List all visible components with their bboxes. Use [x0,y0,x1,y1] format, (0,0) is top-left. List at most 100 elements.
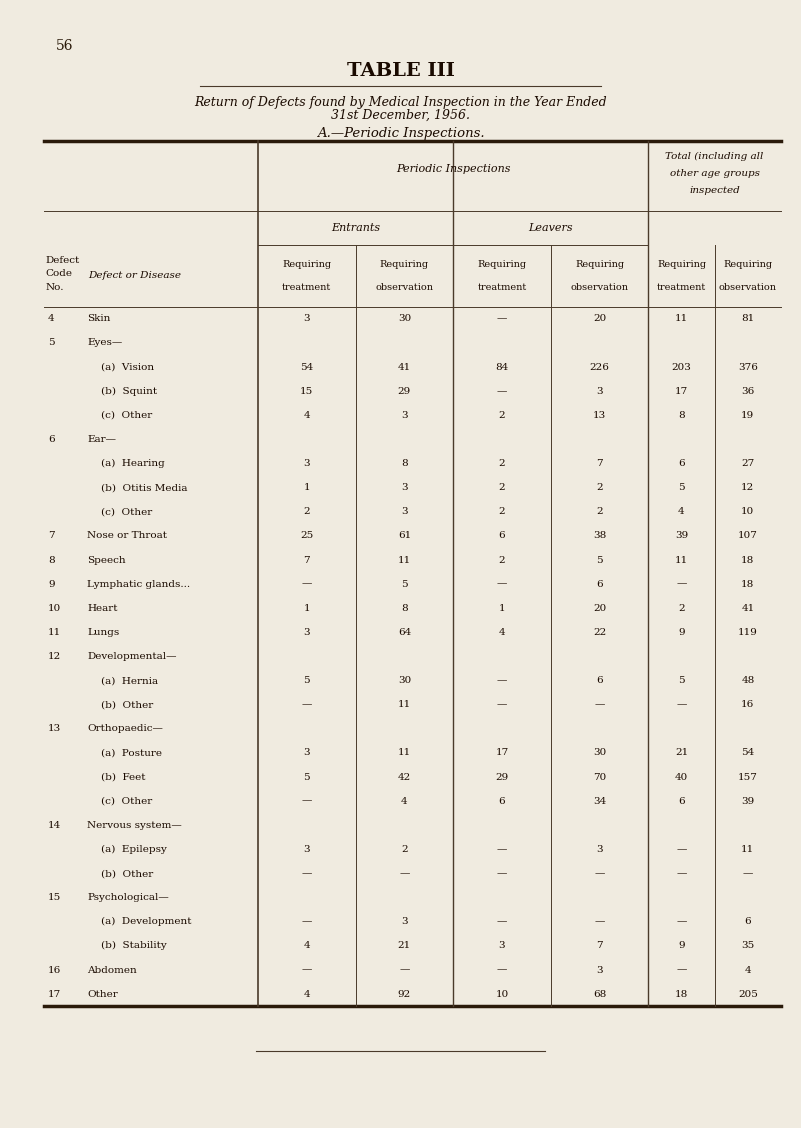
Text: 4: 4 [48,315,54,324]
Text: 107: 107 [738,531,758,540]
Text: Skin: Skin [87,315,111,324]
Text: 39: 39 [741,796,755,805]
Text: Nose or Throat: Nose or Throat [87,531,167,540]
Text: 41: 41 [398,362,411,371]
Text: 3: 3 [401,411,408,420]
Text: Requiring: Requiring [657,261,706,268]
Text: —: — [497,845,507,854]
Text: 27: 27 [741,459,755,468]
Text: 7: 7 [597,459,603,468]
Text: 16: 16 [48,966,62,975]
Text: 1: 1 [304,603,310,613]
Text: 3: 3 [304,628,310,637]
Text: 20: 20 [593,603,606,613]
Text: 48: 48 [741,676,755,685]
Text: —: — [302,580,312,589]
Text: 7: 7 [597,942,603,951]
Text: —: — [743,869,753,878]
Text: —: — [497,917,507,926]
Text: 6: 6 [499,531,505,540]
Text: 3: 3 [597,845,603,854]
Text: 7: 7 [48,531,54,540]
Text: 4: 4 [304,942,310,951]
Text: 4: 4 [304,989,310,998]
Text: Leavers: Leavers [529,223,573,232]
Text: Nervous system—: Nervous system— [87,821,182,830]
Text: (a)  Hernia: (a) Hernia [102,676,159,685]
Text: —: — [399,966,409,975]
Text: 21: 21 [398,942,411,951]
Text: 205: 205 [738,989,758,998]
Text: 11: 11 [675,315,688,324]
Text: TABLE III: TABLE III [347,62,454,80]
Text: observation: observation [570,283,629,291]
Text: 2: 2 [401,845,408,854]
Text: inspected: inspected [690,186,740,195]
Text: 84: 84 [496,362,509,371]
Text: Periodic Inspections: Periodic Inspections [396,165,510,174]
Text: 11: 11 [398,700,411,710]
Text: 157: 157 [738,773,758,782]
Text: 41: 41 [741,603,755,613]
Text: observation: observation [376,283,433,291]
Text: (a)  Hearing: (a) Hearing [102,459,165,468]
Text: 6: 6 [48,435,54,444]
Text: —: — [594,869,605,878]
Text: 3: 3 [304,459,310,468]
Text: 10: 10 [496,989,509,998]
Text: Entrants: Entrants [331,223,380,232]
Text: 19: 19 [741,411,755,420]
Text: 64: 64 [398,628,411,637]
Text: observation: observation [718,283,777,291]
Text: 15: 15 [300,387,313,396]
Text: 10: 10 [741,508,755,517]
Text: Defect or Disease: Defect or Disease [89,272,182,280]
Text: 11: 11 [48,628,62,637]
Text: —: — [302,917,312,926]
Text: 6: 6 [499,796,505,805]
Text: —: — [302,869,312,878]
Text: 14: 14 [48,821,62,830]
Text: Total (including all: Total (including all [666,152,764,161]
Text: 376: 376 [738,362,758,371]
Text: 38: 38 [593,531,606,540]
Text: 35: 35 [741,942,755,951]
Text: 17: 17 [496,749,509,758]
Text: 15: 15 [48,893,62,902]
Text: 203: 203 [671,362,691,371]
Text: 2: 2 [499,555,505,564]
Text: 25: 25 [300,531,313,540]
Text: 2: 2 [499,483,505,492]
Text: 17: 17 [48,989,62,998]
Text: 18: 18 [675,989,688,998]
Text: 54: 54 [741,749,755,758]
Text: 29: 29 [496,773,509,782]
Text: 119: 119 [738,628,758,637]
Text: —: — [497,869,507,878]
Text: Other: Other [87,989,118,998]
Text: 40: 40 [675,773,688,782]
Text: 4: 4 [744,966,751,975]
Text: (b)  Other: (b) Other [102,869,154,878]
Text: 39: 39 [675,531,688,540]
Text: 13: 13 [48,724,62,733]
Text: 21: 21 [675,749,688,758]
Text: Requiring: Requiring [575,261,624,268]
Text: Requiring: Requiring [723,261,772,268]
Text: 30: 30 [593,749,606,758]
Text: —: — [594,917,605,926]
Text: 6: 6 [678,796,685,805]
Text: 17: 17 [675,387,688,396]
Text: 3: 3 [597,966,603,975]
Text: Psychological—: Psychological— [87,893,169,902]
Text: 7: 7 [304,555,310,564]
Text: Lungs: Lungs [87,628,119,637]
Text: (b)  Squint: (b) Squint [102,387,158,396]
Text: —: — [399,869,409,878]
Text: 30: 30 [398,315,411,324]
Text: 12: 12 [48,652,62,661]
Text: —: — [676,580,686,589]
Text: Orthopaedic—: Orthopaedic— [87,724,163,733]
Text: Speech: Speech [87,555,126,564]
Text: 92: 92 [398,989,411,998]
